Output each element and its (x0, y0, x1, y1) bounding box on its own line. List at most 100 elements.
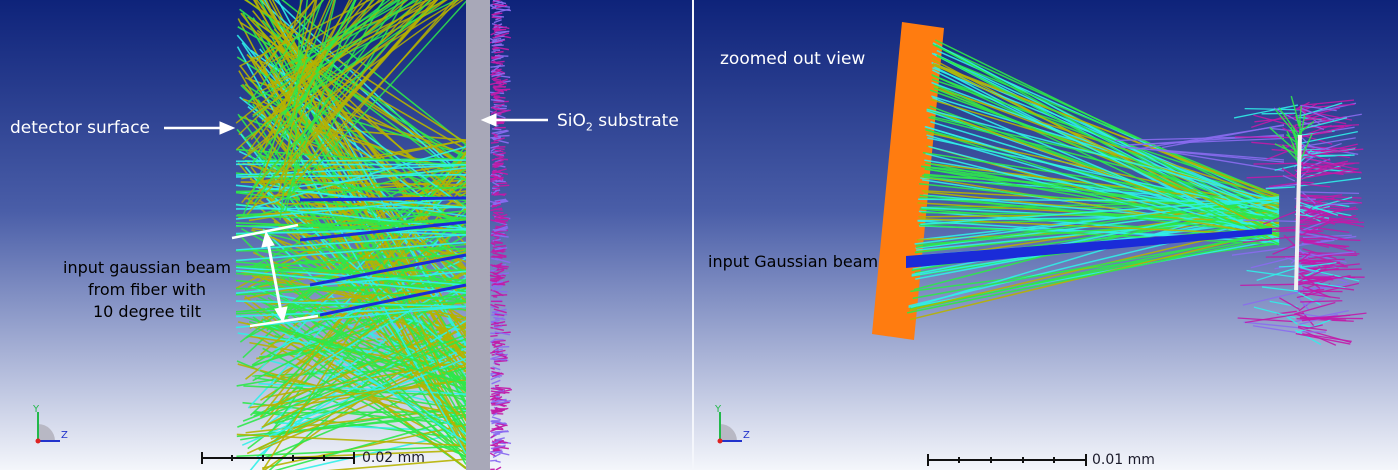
scatter-ray (1263, 209, 1302, 225)
scatter-ray (1246, 175, 1295, 179)
scatter-ray (1294, 329, 1322, 346)
ray (235, 269, 467, 272)
scatter-ray (1296, 318, 1334, 334)
scatter-ray (490, 90, 501, 96)
scatter-ray (1303, 241, 1350, 248)
ray (236, 433, 467, 447)
ray (239, 314, 467, 386)
ray (264, 374, 467, 417)
scatter-ray (1299, 117, 1348, 131)
scatter-ray (1265, 183, 1303, 189)
scatter-ray (490, 321, 506, 326)
scatter-ray (492, 453, 501, 459)
ray (919, 224, 1280, 246)
scatter-ray (492, 238, 501, 242)
scatter-ray (494, 331, 511, 336)
ray (274, 415, 467, 470)
scatter-ray (490, 459, 497, 462)
right-axis-z-label: Z (743, 430, 750, 441)
scatter-ray (493, 137, 505, 142)
scatter-ray (1274, 109, 1300, 139)
scatter-ray (1253, 114, 1297, 128)
scatter-ray (492, 252, 507, 257)
ray (235, 285, 467, 290)
scatter-ray (1300, 220, 1334, 236)
scatter-ray (1299, 224, 1350, 233)
scatter-ray (491, 294, 508, 297)
right-substrate (1294, 134, 1302, 291)
beam-width-tick-bottom (249, 314, 319, 328)
scatter-ray (1295, 237, 1361, 242)
scatter-ray (492, 449, 501, 452)
ray (235, 172, 467, 202)
scatter-ray (494, 157, 508, 161)
ray (253, 0, 401, 205)
scatter-ray (1298, 214, 1356, 228)
scatter-ray (492, 129, 508, 134)
beam-caption: input gaussian beam from fiber with 10 d… (52, 257, 242, 323)
scatter-ray (491, 370, 504, 375)
scatter-ray (494, 217, 505, 221)
scatter-ray (1297, 191, 1360, 195)
scatter-ray (1298, 113, 1362, 126)
ray (235, 281, 467, 296)
scatter-ray (1300, 104, 1337, 112)
scatter-ray (1299, 221, 1365, 224)
ray (1162, 124, 1285, 149)
scatter-ray (492, 0, 507, 5)
scatter-ray (493, 46, 510, 51)
scatter-ray (493, 37, 502, 40)
scatter-ray (493, 213, 508, 219)
scatter-ray (493, 234, 509, 238)
scatter-ray (493, 100, 509, 103)
beam-width-tick-top (231, 223, 299, 240)
ray (261, 0, 317, 183)
ray (932, 96, 1280, 244)
scatter-ray (490, 277, 503, 280)
ray (326, 458, 467, 470)
scatter-ray (492, 204, 498, 207)
scatter-ray (1294, 289, 1321, 306)
ray (923, 176, 1280, 214)
ray (260, 0, 315, 73)
ray (235, 164, 467, 176)
right-axis-triad: Y Z (714, 404, 750, 444)
scatter-ray (492, 187, 500, 192)
substrate-suffix: substrate (592, 111, 679, 131)
ray (235, 186, 467, 193)
scatter-ray (1302, 201, 1362, 208)
scatter-ray (490, 319, 500, 323)
scatter-ray (1299, 316, 1347, 321)
ray (235, 305, 467, 318)
scatter-ray (491, 50, 496, 54)
scatter-ray (494, 248, 505, 254)
scatter-ray (491, 11, 500, 16)
scatter-ray (494, 50, 504, 54)
scatter-ray (490, 219, 507, 225)
scatter-ray (1297, 163, 1322, 170)
scatter-ray (1295, 301, 1336, 315)
scatter-ray (494, 224, 506, 230)
ray (235, 148, 467, 167)
scatter-ray (1295, 332, 1351, 345)
scatter-ray (1253, 162, 1304, 165)
ray (925, 162, 1280, 207)
ray (921, 211, 1280, 219)
scatter-ray (495, 257, 511, 264)
scatter-ray (1303, 251, 1355, 258)
scatter-ray (491, 428, 504, 431)
scatter-ray (495, 409, 505, 412)
ray (270, 0, 459, 202)
scatter-ray (491, 172, 502, 177)
beam-caption-line-3: 10 degree tilt (92, 302, 202, 321)
scatter-ray (494, 198, 507, 202)
scatter-ray (493, 420, 506, 425)
scatter-ray (491, 44, 504, 47)
detector-arrowhead (219, 121, 236, 135)
scatter-ray (490, 399, 506, 404)
scatter-ray (495, 399, 511, 405)
scatter-ray (492, 410, 503, 414)
ray (270, 449, 467, 460)
ray (235, 225, 467, 236)
left-axis-z-label: Z (61, 430, 68, 441)
